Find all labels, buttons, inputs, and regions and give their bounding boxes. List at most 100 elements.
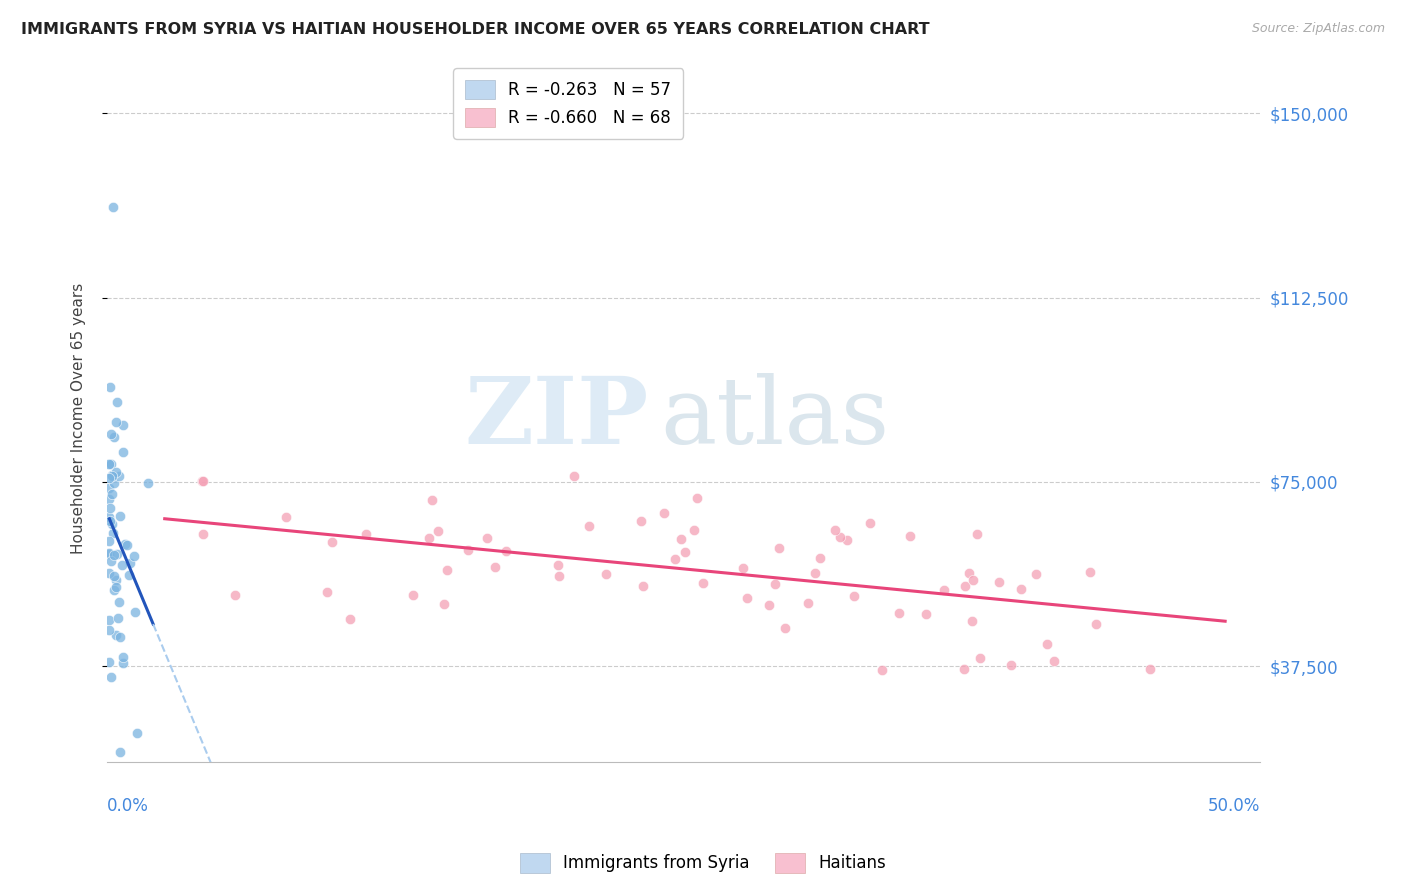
Legend: R = -0.263   N = 57, R = -0.660   N = 68: R = -0.263 N = 57, R = -0.660 N = 68 [453, 69, 683, 138]
Point [100, 669, 122, 683]
Point [547, 568, 569, 582]
Point [191, 474, 214, 488]
Point [547, 558, 569, 572]
Point [631, 579, 654, 593]
Point [110, 508, 132, 523]
Point [808, 551, 831, 566]
Point [339, 612, 361, 626]
Point [987, 575, 1010, 590]
Point [737, 591, 759, 606]
Point [1139, 662, 1161, 676]
Point [436, 563, 458, 577]
Point [114, 537, 136, 551]
Point [100, 458, 122, 472]
Point [495, 543, 517, 558]
Point [104, 628, 127, 642]
Point [898, 529, 921, 543]
Point [98, 510, 121, 524]
Point [578, 519, 600, 533]
Point [98, 566, 121, 580]
Point [957, 566, 980, 581]
Point [111, 558, 134, 573]
Point [118, 568, 141, 582]
Point [100, 426, 122, 441]
Text: ZIP: ZIP [464, 373, 648, 463]
Point [103, 582, 125, 597]
Point [108, 631, 131, 645]
Point [858, 516, 880, 530]
Point [101, 467, 124, 482]
Point [103, 569, 125, 583]
Point [915, 607, 938, 621]
Point [804, 566, 827, 580]
Point [98, 547, 121, 561]
Point [402, 588, 425, 602]
Point [108, 745, 131, 759]
Point [100, 487, 122, 501]
Point [828, 530, 851, 544]
Point [773, 622, 796, 636]
Point [122, 549, 145, 563]
Point [1010, 582, 1032, 596]
Point [103, 475, 125, 490]
Point [652, 506, 675, 520]
Point [98, 457, 121, 471]
Point [1000, 657, 1022, 672]
Text: 50.0%: 50.0% [1208, 797, 1260, 814]
Point [1078, 565, 1101, 579]
Point [1043, 654, 1066, 668]
Point [101, 200, 124, 214]
Point [889, 606, 911, 620]
Point [191, 527, 214, 541]
Point [966, 526, 988, 541]
Point [98, 380, 121, 394]
Point [562, 469, 585, 483]
Point [98, 533, 121, 548]
Point [475, 531, 498, 545]
Point [105, 547, 128, 561]
Text: Source: ZipAtlas.com: Source: ZipAtlas.com [1251, 22, 1385, 36]
Point [427, 524, 450, 538]
Point [111, 656, 134, 670]
Point [768, 541, 790, 555]
Point [104, 580, 127, 594]
Point [98, 546, 121, 560]
Point [98, 655, 121, 669]
Point [960, 615, 983, 629]
Point [484, 560, 506, 574]
Point [98, 457, 121, 471]
Point [98, 491, 121, 506]
Point [686, 491, 709, 505]
Point [952, 662, 974, 676]
Point [193, 474, 215, 488]
Point [98, 481, 121, 495]
Point [124, 605, 146, 619]
Point [630, 514, 652, 528]
Text: IMMIGRANTS FROM SYRIA VS HAITIAN HOUSEHOLDER INCOME OVER 65 YEARS CORRELATION CH: IMMIGRANTS FROM SYRIA VS HAITIAN HOUSEHO… [21, 22, 929, 37]
Legend: Immigrants from Syria, Haitians: Immigrants from Syria, Haitians [513, 847, 893, 880]
Point [731, 560, 754, 574]
Point [98, 471, 121, 485]
Point [104, 465, 127, 479]
Point [125, 725, 148, 739]
Text: 0.0%: 0.0% [107, 797, 149, 814]
Point [224, 588, 246, 602]
Point [842, 590, 865, 604]
Point [354, 526, 377, 541]
Point [105, 415, 128, 429]
Point [664, 552, 686, 566]
Point [107, 611, 129, 625]
Point [953, 579, 976, 593]
Point [107, 395, 129, 409]
Text: atlas: atlas [661, 373, 890, 463]
Point [418, 531, 440, 545]
Point [763, 576, 786, 591]
Point [120, 557, 142, 571]
Point [101, 516, 124, 531]
Point [316, 584, 339, 599]
Point [1036, 637, 1059, 651]
Point [683, 523, 706, 537]
Point [837, 533, 859, 547]
Point [103, 430, 125, 444]
Point [107, 594, 129, 608]
